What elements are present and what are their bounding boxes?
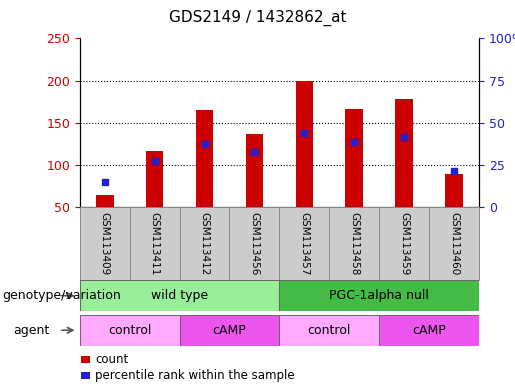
Bar xyxy=(80,207,130,280)
Text: GSM113412: GSM113412 xyxy=(199,212,210,276)
Text: agent: agent xyxy=(13,324,49,337)
Bar xyxy=(429,207,479,280)
Bar xyxy=(81,356,90,363)
Bar xyxy=(279,280,479,311)
Text: cAMP: cAMP xyxy=(213,324,246,337)
Bar xyxy=(180,315,279,346)
Text: GSM113460: GSM113460 xyxy=(449,212,459,275)
Point xyxy=(100,179,109,185)
Point xyxy=(450,168,458,174)
Point xyxy=(350,139,358,146)
Bar xyxy=(279,207,329,280)
Bar xyxy=(130,207,180,280)
Text: PGC-1alpha null: PGC-1alpha null xyxy=(329,289,429,302)
Bar xyxy=(180,207,230,280)
Bar xyxy=(329,207,379,280)
Point xyxy=(300,130,308,136)
Point xyxy=(200,141,209,147)
Bar xyxy=(379,207,429,280)
Bar xyxy=(246,134,263,207)
Bar xyxy=(80,315,180,346)
Text: count: count xyxy=(95,353,129,366)
Text: GSM113457: GSM113457 xyxy=(299,212,310,276)
Bar xyxy=(346,109,363,207)
Bar xyxy=(96,195,113,207)
Bar xyxy=(396,99,413,207)
Bar xyxy=(80,280,279,311)
Bar xyxy=(81,372,90,379)
Bar xyxy=(445,174,463,207)
Bar xyxy=(196,110,213,207)
Text: GSM113458: GSM113458 xyxy=(349,212,359,276)
Text: genotype/variation: genotype/variation xyxy=(3,289,122,302)
Bar xyxy=(230,207,279,280)
Text: control: control xyxy=(307,324,351,337)
Text: GSM113411: GSM113411 xyxy=(150,212,160,276)
Text: cAMP: cAMP xyxy=(412,324,446,337)
Bar xyxy=(296,81,313,207)
Text: control: control xyxy=(108,324,151,337)
Text: GSM113409: GSM113409 xyxy=(100,212,110,275)
Bar xyxy=(279,315,379,346)
Point xyxy=(250,149,259,156)
Point xyxy=(400,134,408,140)
Text: wild type: wild type xyxy=(151,289,208,302)
Bar xyxy=(146,151,163,207)
Point xyxy=(150,158,159,164)
Text: GDS2149 / 1432862_at: GDS2149 / 1432862_at xyxy=(169,10,346,26)
Text: percentile rank within the sample: percentile rank within the sample xyxy=(95,369,295,382)
Text: GSM113459: GSM113459 xyxy=(399,212,409,276)
Bar xyxy=(379,315,479,346)
Text: GSM113456: GSM113456 xyxy=(249,212,260,276)
